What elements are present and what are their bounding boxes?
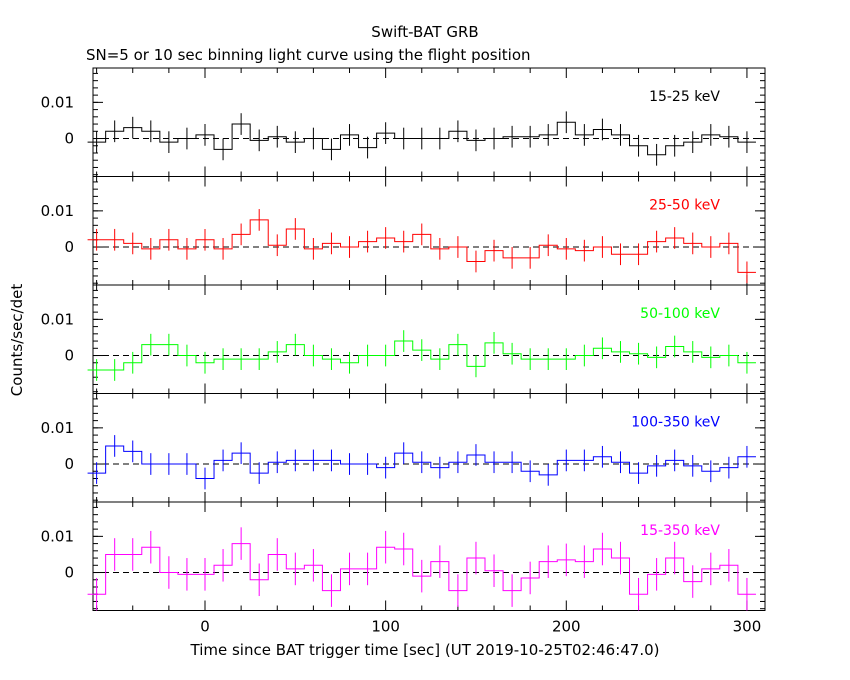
x-tick-label: 0 <box>200 618 210 636</box>
panel-3: 0.01 0 100-350 keV <box>41 393 766 503</box>
series-line-100-350 keV <box>87 445 756 479</box>
x-tick-label: 300 <box>733 618 762 636</box>
series-line-50-100 keV <box>87 340 756 371</box>
y-tick-label: 0.01 <box>41 527 74 545</box>
panel-frame <box>92 284 766 394</box>
panel-4: 0.01 0 15-350 keV <box>41 501 766 611</box>
y-tick-label: 0.01 <box>41 202 74 220</box>
panel-0: 0.01 0 15-25 keV <box>41 67 766 177</box>
x-axis-label: Time since BAT trigger time [sec] (UT 20… <box>190 641 660 659</box>
y-tick-label: 0.01 <box>41 419 74 437</box>
y-tick-label: 0 <box>64 347 74 365</box>
y-tick-label: 0 <box>64 564 74 582</box>
series-line-25-50 keV <box>87 219 756 273</box>
chart-subtitle: SN=5 or 10 sec binning light curve using… <box>86 46 531 64</box>
panel-2: 0.01 0 50-100 keV <box>41 284 766 394</box>
panel-frame <box>92 501 766 611</box>
y-tick-label: 0 <box>64 130 74 148</box>
panel-1: 0.01 0 25-50 keV <box>41 176 766 286</box>
x-tick-label: 200 <box>552 618 581 636</box>
y-tick-label: 0.01 <box>41 310 74 328</box>
panel-label: 15-350 keV <box>640 523 720 539</box>
panel-label: 50-100 keV <box>640 306 720 322</box>
panel-frame <box>92 67 766 177</box>
chart-title: Swift-BAT GRB <box>371 23 478 41</box>
panel-label: 15-25 keV <box>649 89 720 105</box>
panel-label: 100-350 keV <box>631 415 720 431</box>
y-tick-label: 0.01 <box>41 93 74 111</box>
panel-label: 25-50 keV <box>649 198 720 214</box>
x-tick-label: 100 <box>371 618 400 636</box>
panels-group: 0.01 0 15-25 keV 0.01 0 25-50 keV 0.01 0 50-100 … <box>41 67 766 636</box>
y-axis-label: Counts/sec/det <box>8 284 26 397</box>
y-tick-label: 0 <box>64 455 74 473</box>
series-line-15-25 keV <box>87 121 756 156</box>
panel-frame <box>92 176 766 286</box>
y-tick-label: 0 <box>64 238 74 256</box>
panel-frame <box>92 393 766 503</box>
series-line-15-350 keV <box>87 543 756 595</box>
